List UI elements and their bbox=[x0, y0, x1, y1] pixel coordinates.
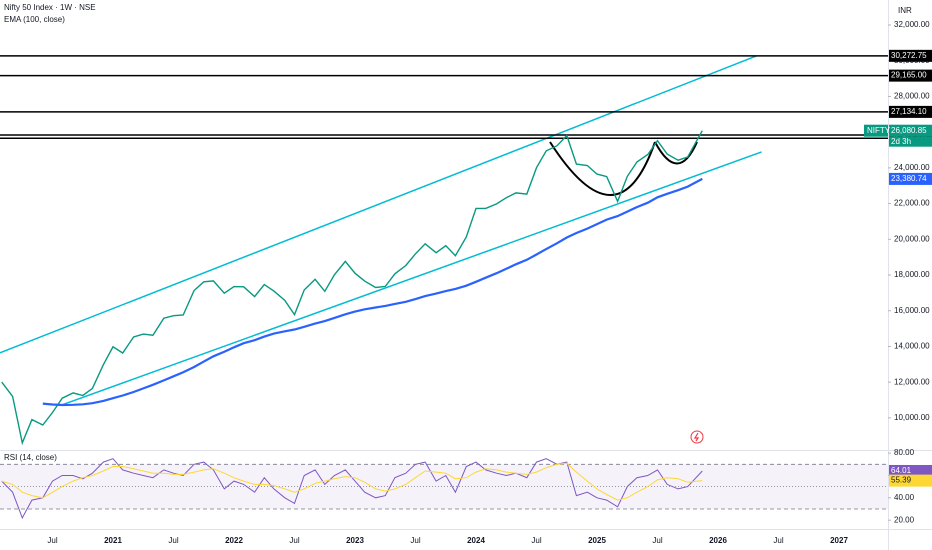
y-tick-label: 40.00 bbox=[894, 493, 915, 502]
series-line bbox=[42, 177, 703, 407]
level-tag-label: 30,272.75 bbox=[891, 51, 927, 60]
trendline bbox=[61, 151, 762, 406]
x-tick-label: Jul bbox=[652, 536, 662, 545]
alert-icon[interactable] bbox=[690, 430, 704, 444]
x-tick-label: Jul bbox=[410, 536, 420, 545]
x-tick-label: 2022 bbox=[225, 536, 243, 545]
x-tick-label: 2026 bbox=[709, 536, 727, 545]
series-line bbox=[1, 458, 703, 520]
x-tick-label: 2025 bbox=[588, 536, 606, 545]
y-tick-label: 20.00 bbox=[894, 515, 915, 524]
y-tick-label: 10,000.00 bbox=[894, 413, 930, 422]
x-tick-label: 2021 bbox=[104, 536, 122, 545]
y-tick-label: 16,000.00 bbox=[894, 306, 930, 315]
x-tick-label: Jul bbox=[168, 536, 178, 545]
price-tag-box bbox=[889, 464, 932, 477]
price-tag-label: 23,380.74 bbox=[891, 174, 927, 183]
x-tick-label: Jul bbox=[531, 536, 541, 545]
y-tick-label: 14,000.00 bbox=[894, 342, 930, 351]
series-line bbox=[1, 130, 703, 446]
x-tick-label: Jul bbox=[289, 536, 299, 545]
rsi-legend: RSI (14, close) bbox=[4, 453, 57, 462]
y-tick-label: 80.00 bbox=[894, 448, 915, 457]
x-tick-label: 2027 bbox=[830, 536, 848, 545]
chart-title: Nifty 50 Index · 1W · NSE bbox=[4, 3, 96, 12]
x-tick-label: 2023 bbox=[346, 536, 364, 545]
level-tag-box bbox=[889, 69, 932, 82]
cup-drawing bbox=[549, 141, 656, 196]
symbol-tag-box bbox=[864, 124, 888, 137]
y-tick-label: 18,000.00 bbox=[894, 270, 930, 279]
x-tick-label: Jul bbox=[773, 536, 783, 545]
alert-bolt bbox=[693, 432, 700, 442]
price-tag-box bbox=[889, 474, 932, 487]
handle-drawing bbox=[654, 141, 698, 165]
price-tag-label: 55.39 bbox=[891, 476, 912, 485]
indicator-legend: EMA (100, close) bbox=[4, 15, 65, 24]
level-tag-label: 29,165.00 bbox=[891, 71, 927, 80]
trendline bbox=[0, 55, 757, 354]
countdown-label: 2d 3h bbox=[891, 137, 911, 146]
price-tag-box bbox=[889, 172, 932, 185]
alert-circle bbox=[690, 430, 704, 444]
price-tag-box bbox=[889, 124, 932, 137]
symbol-tag-label: NIFTY bbox=[867, 126, 891, 135]
level-tag-label: 27,134.10 bbox=[891, 107, 927, 116]
x-tick-label: Jul bbox=[47, 536, 57, 545]
y-tick-label: 28,000.00 bbox=[894, 92, 930, 101]
currency: INR bbox=[898, 6, 912, 15]
y-tick-label: 22,000.00 bbox=[894, 199, 930, 208]
y-tick-label: 24,000.00 bbox=[894, 163, 930, 172]
level-tag-box bbox=[889, 105, 932, 118]
level-tag-box bbox=[889, 49, 932, 62]
x-tick-label: 2024 bbox=[467, 536, 485, 545]
price-tag-label: 64.01 bbox=[891, 466, 912, 475]
y-tick-label: 20,000.00 bbox=[894, 234, 930, 243]
series-line bbox=[1, 462, 703, 501]
price-tag-label: 26,080.85 bbox=[891, 126, 927, 135]
y-tick-label: 32,000.00 bbox=[894, 20, 930, 29]
countdown-box bbox=[889, 136, 932, 147]
y-tick-label: 12,000.00 bbox=[894, 377, 930, 386]
